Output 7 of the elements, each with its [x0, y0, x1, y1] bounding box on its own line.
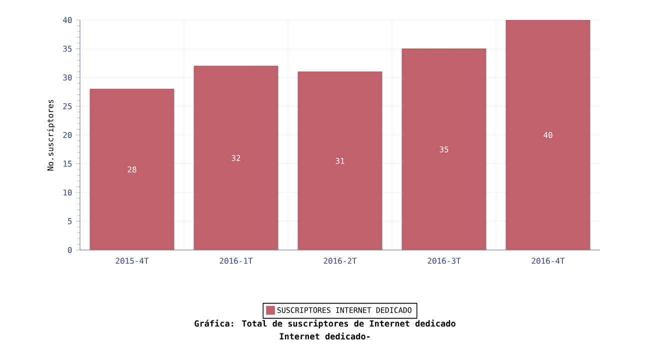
bar — [506, 20, 590, 250]
text: Internet dedicado- — [280, 332, 370, 340]
bar — [298, 72, 382, 250]
bar — [194, 66, 278, 250]
text: Gráfica: Total de suscriptores de Internet dedicado — [194, 320, 456, 328]
bar — [90, 88, 174, 250]
bar — [402, 48, 486, 250]
